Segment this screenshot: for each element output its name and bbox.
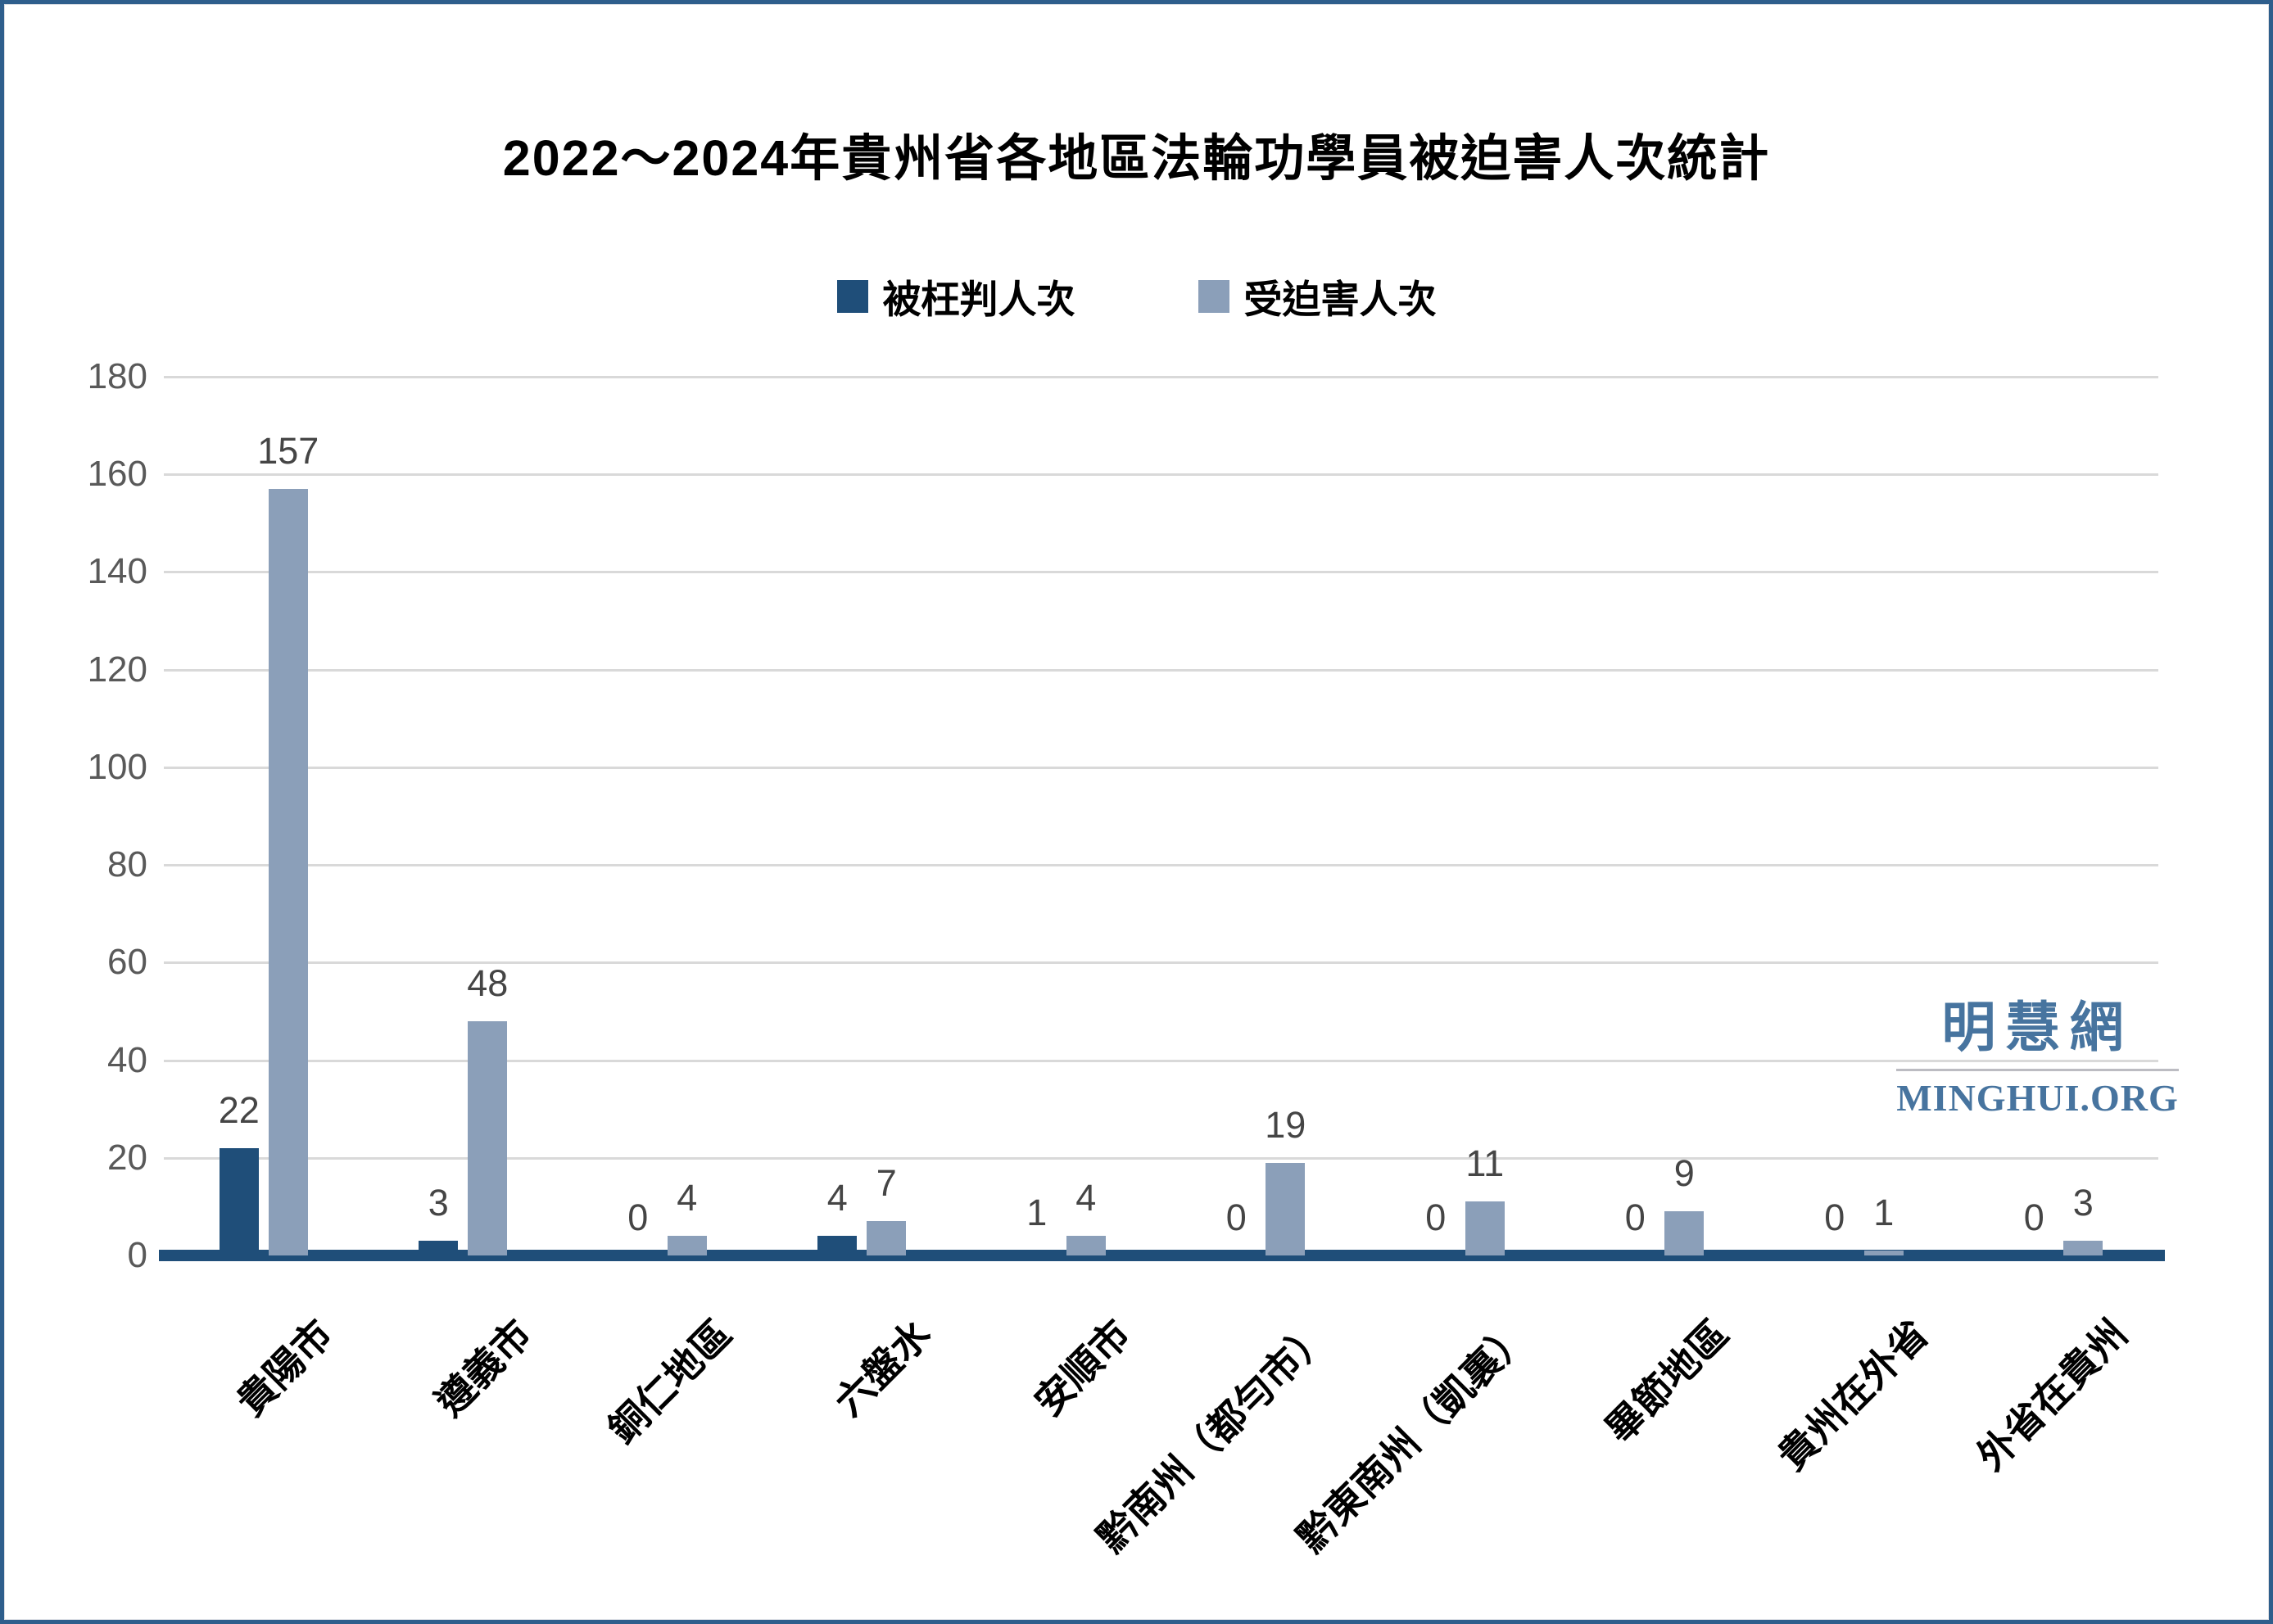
minghui-watermark: 明慧網 MINGHUI.ORG — [1896, 984, 2179, 1120]
value-label: 1 — [1873, 1192, 1895, 1234]
legend-label: 受迫害人次 — [1243, 278, 1437, 321]
y-axis-tick-label: 140 — [87, 551, 147, 592]
value-label: 9 — [1673, 1152, 1695, 1195]
logo-divider — [1896, 1069, 2179, 1071]
value-label: 19 — [1265, 1103, 1306, 1146]
bar-persecuted — [667, 1236, 707, 1255]
x-axis-baseline — [159, 1250, 2165, 1261]
legend: 被枉判人次 受迫害人次 — [4, 268, 2269, 324]
value-label: 0 — [1425, 1197, 1447, 1238]
legend-item-persecuted: 受迫害人次 — [1198, 268, 1437, 324]
minghui-logo-latin: MINGHUI.ORG — [1896, 1077, 2179, 1119]
value-label: 0 — [1624, 1197, 1646, 1238]
gridline — [164, 376, 2158, 378]
value-label: 0 — [2023, 1197, 2044, 1238]
bar-persecuted — [1664, 1211, 1705, 1255]
value-label: 1 — [1026, 1192, 1048, 1234]
value-label: 11 — [1465, 1142, 1505, 1185]
bar-sentenced — [1017, 1251, 1057, 1255]
bar-persecuted — [1066, 1236, 1106, 1255]
gridline — [164, 1059, 2158, 1062]
y-axis-tick-label: 60 — [107, 942, 147, 983]
gridline — [164, 473, 2158, 477]
y-axis-tick-label: 120 — [87, 649, 147, 690]
value-label: 0 — [1824, 1197, 1845, 1238]
plot-area: 0 20 40 60 80 100 120 140 160 180 22 157 貴陽市 3 48 遵義市 0 4… — [88, 356, 2165, 1560]
minghui-logo-cjk: 明慧網 — [1941, 997, 2134, 1057]
chart-title: 2022～2024年貴州省各地區法輪功學員被迫害人次統計 — [502, 130, 1771, 186]
value-label: 4 — [677, 1177, 698, 1219]
value-label: 4 — [826, 1177, 848, 1219]
gridline — [164, 864, 2158, 867]
legend-label: 被枉判人次 — [882, 278, 1075, 321]
value-label: 3 — [428, 1182, 449, 1224]
legend-item-sentenced: 被枉判人次 — [836, 268, 1075, 324]
gridline — [164, 1156, 2158, 1160]
legend-swatch-light-icon — [1198, 279, 1229, 313]
value-label: 7 — [876, 1162, 897, 1205]
legend-swatch-dark-icon — [836, 279, 868, 313]
y-axis-tick-label: 160 — [87, 454, 147, 495]
value-label: 157 — [257, 430, 319, 473]
gridline — [164, 766, 2158, 769]
value-label: 22 — [218, 1088, 260, 1131]
y-axis-tick-label: 180 — [87, 356, 147, 396]
bar-persecuted — [867, 1221, 907, 1255]
value-label: 0 — [1225, 1197, 1247, 1238]
bar-sentenced — [219, 1147, 259, 1255]
gridline — [164, 571, 2158, 574]
value-label: 48 — [467, 961, 509, 1004]
value-label: 3 — [2072, 1182, 2094, 1224]
bar-persecuted — [268, 489, 308, 1255]
y-axis-tick-label: 0 — [127, 1235, 147, 1275]
value-label: 0 — [627, 1197, 649, 1238]
bar-sentenced — [817, 1236, 858, 1255]
y-axis-tick-label: 100 — [87, 746, 147, 787]
gridline — [164, 668, 2158, 672]
y-axis-tick-label: 80 — [107, 844, 147, 885]
gridline — [164, 961, 2158, 965]
bar-persecuted — [468, 1020, 508, 1255]
bar-persecuted — [1266, 1162, 1306, 1255]
value-label: 4 — [1075, 1177, 1097, 1219]
y-axis-tick-label: 20 — [107, 1137, 147, 1178]
y-axis-tick-label: 40 — [107, 1039, 147, 1080]
bar-persecuted — [1863, 1251, 1904, 1255]
bar-persecuted — [2063, 1241, 2103, 1255]
bar-persecuted — [1465, 1201, 1505, 1255]
bar-sentenced — [419, 1241, 459, 1255]
